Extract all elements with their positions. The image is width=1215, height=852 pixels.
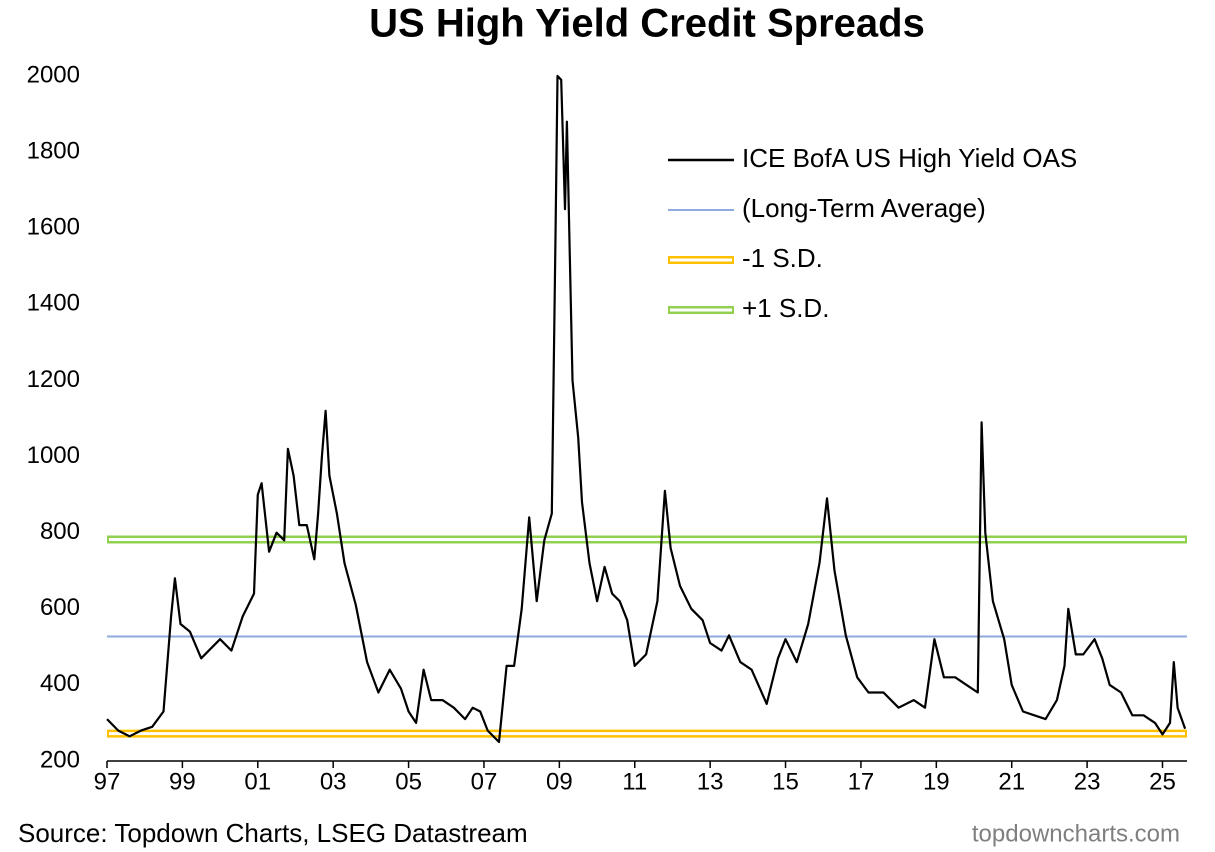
y-tick-label: 600 — [40, 594, 80, 621]
y-tick-label: 1200 — [27, 366, 80, 393]
x-tick-label: 15 — [772, 768, 799, 795]
y-tick-label: 1600 — [27, 214, 80, 241]
x-tick-label: 21 — [998, 768, 1025, 795]
y-tick-label: 1800 — [27, 137, 80, 164]
x-tick-label: 99 — [169, 768, 196, 795]
legend-label: -1 S.D. — [742, 243, 823, 273]
series-line — [106, 74, 1187, 744]
legend-label: +1 S.D. — [742, 293, 829, 323]
legend-label: ICE BofA US High Yield OAS — [742, 143, 1077, 173]
x-tick-label: 05 — [395, 768, 422, 795]
x-tick-label: 97 — [94, 768, 121, 795]
x-tick-label: 01 — [244, 768, 271, 795]
x-tick-label: 23 — [1074, 768, 1101, 795]
x-tick-label: 19 — [923, 768, 950, 795]
x-tick-label: 17 — [848, 768, 875, 795]
x-tick-label: 07 — [471, 768, 498, 795]
y-tick-label: 2000 — [27, 61, 80, 88]
x-tick-label: 11 — [622, 768, 647, 795]
y-tick-label: 400 — [40, 670, 80, 697]
source: Source: Topdown Charts, LSEG Datastream — [18, 818, 528, 848]
y-tick-label: 800 — [40, 518, 80, 545]
watermark: topdowncharts.com — [972, 820, 1180, 847]
chart-title: US High Yield Credit Spreads — [369, 2, 925, 46]
y-tick-label: 1400 — [27, 290, 80, 317]
y-tick-label: 200 — [40, 746, 80, 773]
legend-label: (Long-Term Average) — [742, 193, 986, 223]
x-tick-label: 25 — [1149, 768, 1176, 795]
x-tick-label: 03 — [320, 768, 347, 795]
x-tick-label: 13 — [697, 768, 724, 795]
y-tick-label: 1000 — [27, 442, 80, 469]
x-tick-label: 09 — [546, 768, 573, 795]
